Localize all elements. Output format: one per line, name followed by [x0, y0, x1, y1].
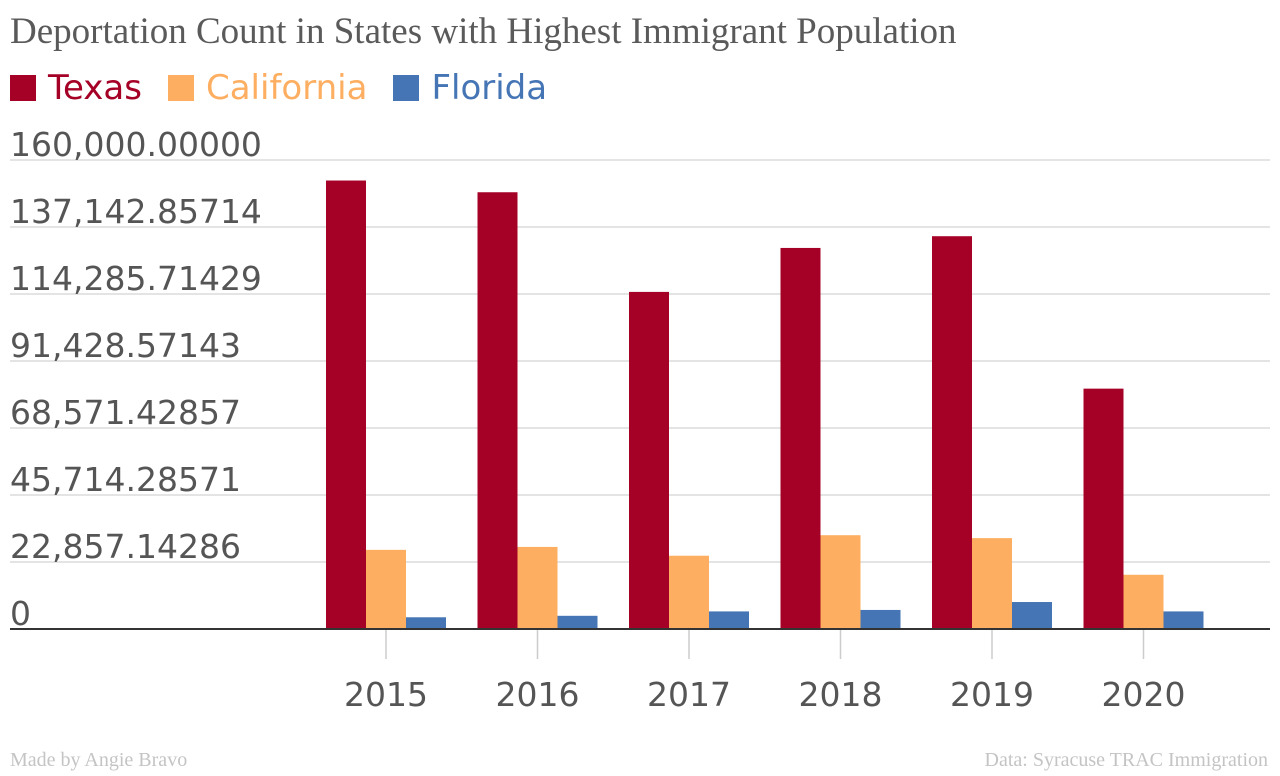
- legend-item-texas: Texas: [10, 68, 142, 108]
- bar-california-2016: [517, 546, 558, 629]
- y-tick-label: 114,285.71429: [10, 259, 262, 298]
- y-tick-label: 91,428.57143: [10, 326, 241, 365]
- bar-california-2019: [972, 538, 1012, 629]
- bar-texas-2020: [1083, 388, 1124, 629]
- legend-item-florida: Florida: [393, 68, 547, 108]
- x-tick-label: 2017: [647, 675, 731, 714]
- x-tick-label: 2020: [1102, 675, 1186, 714]
- bar-florida-2017: [709, 611, 749, 629]
- bar-california-2017: [669, 555, 709, 629]
- y-tick-label: 45,714.28571: [10, 460, 241, 499]
- x-tick-label: 2019: [950, 675, 1034, 714]
- y-tick-label: 0: [10, 594, 31, 633]
- legend-swatch: [10, 75, 36, 101]
- legend-item-california: California: [167, 68, 368, 108]
- chart-title: Deportation Count in States with Highest…: [10, 11, 957, 52]
- bar-california-2020: [1123, 574, 1164, 629]
- legend-swatch: [393, 75, 420, 101]
- bar-california-2015: [366, 549, 406, 629]
- y-tick-label: 22,857.14286: [10, 527, 241, 566]
- y-tick-label: 68,571.42857: [10, 393, 241, 432]
- x-tick-label: 2016: [496, 675, 580, 714]
- legend-label: California: [205, 68, 368, 108]
- legend-label: Florida: [431, 68, 548, 108]
- x-tick-label: 2015: [344, 675, 428, 714]
- bar-florida-2018: [860, 609, 901, 629]
- legend-label: Texas: [48, 68, 142, 108]
- y-tick-label: 160,000.00000: [10, 125, 262, 164]
- bar-california-2018: [820, 535, 861, 629]
- bar-texas-2018: [780, 247, 821, 629]
- bar-florida-2016: [557, 615, 598, 629]
- footer-source: Data: Syracuse TRAC Immigration: [984, 749, 1268, 771]
- legend-swatch: [167, 75, 194, 101]
- footer-credit: Made by Angie Bravo: [10, 749, 188, 771]
- bar-texas-2016: [477, 192, 518, 629]
- chart-legend: Texas California Florida: [10, 66, 573, 110]
- bar-texas-2017: [629, 291, 669, 629]
- bar-florida-2020: [1163, 611, 1204, 629]
- bar-florida-2019: [1012, 602, 1052, 629]
- bar-texas-2015: [326, 180, 366, 630]
- x-tick-label: 2018: [799, 675, 883, 714]
- bar-texas-2019: [932, 236, 972, 629]
- y-tick-label: 137,142.85714: [10, 192, 262, 231]
- bar-florida-2015: [406, 617, 446, 629]
